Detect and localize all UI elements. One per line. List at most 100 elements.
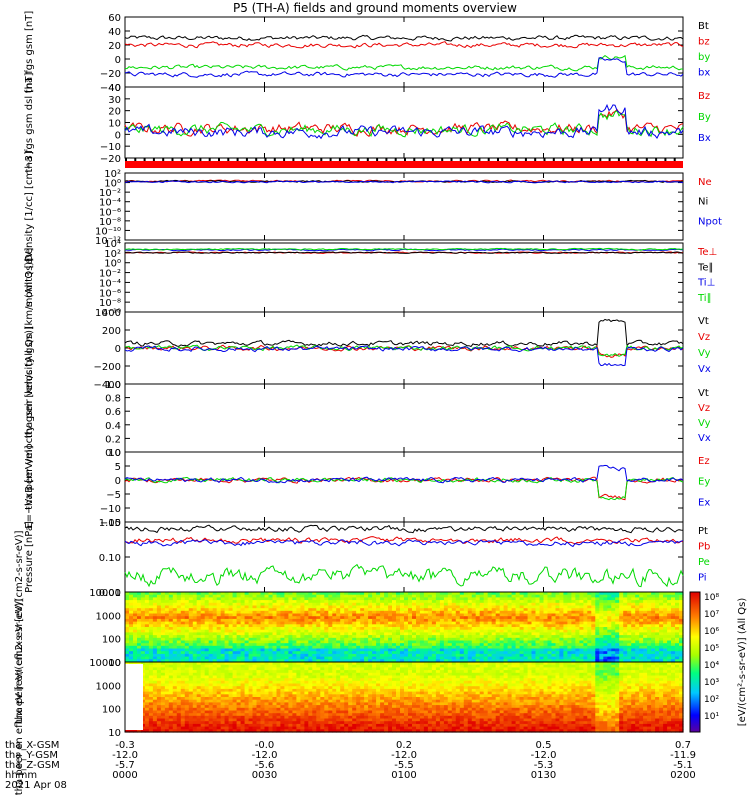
panel-9: tha peir en eflux eV [eV/(cm2-s-sr-eV)] 1… — [14, 530, 684, 724]
series-Ti∥ — [125, 247, 684, 251]
y-tick-label: 30 — [108, 95, 121, 106]
spectrogram — [125, 592, 684, 663]
y-tick-label: 0 — [115, 55, 121, 66]
panel-6: tha peer velocity gsm [km/s (All Qs)] 1.0… — [24, 326, 711, 510]
legend-Vy: Vy — [698, 348, 711, 359]
y-tick-label: 40 — [108, 27, 121, 38]
footer-value: 0200 — [670, 770, 695, 781]
footer-value: 0.7 — [675, 740, 691, 751]
footer-value: -5.1 — [673, 760, 693, 771]
y-tick-label: 10 — [108, 658, 121, 669]
y-tick-label: 10⁻⁴ — [99, 198, 121, 209]
y-tick-label: 0.8 — [105, 394, 121, 405]
legend-Vz: Vz — [698, 403, 710, 414]
y-tick-label: 100 — [102, 705, 121, 716]
footer-value: 0.5 — [536, 740, 552, 751]
flag-bar — [125, 161, 683, 168]
legend-Pi: Pi — [698, 573, 707, 584]
legend-Ez: Ez — [698, 456, 710, 467]
footer-row-label: tha_Y-GSM — [5, 750, 58, 761]
legend-Ti∥: Ti∥ — [697, 293, 712, 304]
y-tick-label: 10⁻² — [99, 269, 121, 280]
footer-value: -12.0 — [391, 750, 417, 761]
spectrogram — [125, 662, 684, 733]
y-tick-label: 10⁻⁸ — [99, 298, 121, 309]
panel-2: tha fgs gsm dsl [nT] 403020100−10−20BzByB… — [24, 72, 711, 172]
y-tick-label: −40 — [100, 83, 121, 94]
y-tick-label: 1.00 — [99, 518, 121, 529]
panel-ylabel: Density [1/cc] [cm−3] — [24, 151, 35, 262]
legend-Vt: Vt — [698, 388, 709, 399]
y-tick-label: 0.4 — [105, 421, 121, 432]
colorbar-tick: 10⁴ — [704, 661, 719, 671]
legend-bz: bz — [698, 37, 710, 48]
y-tick-label: −5 — [106, 490, 121, 501]
y-tick-label: 1.0 — [105, 380, 121, 391]
footer-value: -12.0 — [252, 750, 278, 761]
panel-ylabel: momt3 [eV] — [24, 247, 35, 307]
legend-Ey: Ey — [698, 477, 710, 488]
y-tick-label: −20 — [100, 69, 121, 80]
footer: tha_X-GSM -0.3 -0.0 0.2 0.5 0.7 tha_Y-GSM -12.0… — [5, 740, 696, 791]
series-Pi — [124, 539, 684, 548]
legend-by: by — [698, 52, 710, 63]
series-bz — [124, 41, 684, 49]
y-tick-label: 1000 — [96, 681, 121, 692]
footer-value: 0.2 — [396, 740, 412, 751]
footer-value: -5.5 — [394, 760, 414, 771]
y-tick-label: 400 — [102, 308, 121, 319]
legend-Te⊥: Te⊥ — [697, 247, 717, 258]
figure-title: P5 (TH-A) fields and ground moments over… — [233, 1, 517, 15]
series-Vt — [124, 318, 684, 348]
series-Npot — [124, 180, 684, 184]
y-tick-label: 10000 — [89, 588, 121, 599]
series-By — [124, 110, 684, 138]
colorbar-tick: 10¹ — [704, 712, 719, 722]
y-tick-label: 10 — [108, 119, 121, 130]
panel-1: tha fgs gsm [nT] 60 40 20 0 −20 −40 Bt bz by bx — [24, 11, 710, 94]
y-tick-label: 20 — [108, 41, 121, 52]
y-tick-label: 10⁻¹⁰ — [95, 308, 121, 319]
y-tick-label: 0 — [115, 130, 121, 141]
panel-3: Density [1/cc] [cm−3] 10²10⁰10⁻²10⁻⁴10⁻⁶1… — [24, 151, 722, 262]
footer-value: 0130 — [531, 770, 556, 781]
legend-Ti⊥: Ti⊥ — [697, 278, 715, 289]
colorbar-tick: 10⁷ — [704, 610, 719, 620]
panel-ylabel: tha fgs gsm dsl [nT] — [24, 72, 35, 172]
series-Te∥ — [124, 251, 684, 254]
y-tick-label: 10⁻⁴ — [99, 278, 121, 289]
panel-ylabel: tha fgs gsm [nT] — [24, 11, 35, 94]
footer-value: -12.0 — [531, 750, 557, 761]
colorbar-label: [eV/(cm²-s-sr-eV)] (All Qs) — [737, 598, 748, 727]
y-tick-label: 0.01 — [99, 588, 121, 599]
series-Pe — [124, 563, 684, 588]
footer-value: -5.3 — [534, 760, 554, 771]
y-tick-label: 10⁻¹² — [95, 236, 121, 247]
colorbar-tick: 10⁸ — [704, 593, 719, 603]
y-tick-label: −10 — [100, 142, 121, 153]
legend-bx: bx — [698, 68, 710, 79]
series-Vx — [124, 345, 684, 367]
y-tick-label: 10² — [104, 249, 121, 260]
y-tick-label: 10² — [104, 169, 121, 180]
legend-Vx: Vx — [698, 364, 711, 375]
y-tick-label: 60 — [108, 13, 121, 24]
footer-value: 0030 — [252, 770, 277, 781]
y-tick-label: 0.10 — [99, 553, 121, 564]
colorbar-tick: 10³ — [704, 678, 719, 688]
panel-ylabel: tha peer en eflux eV [eV/(cm2-s-sr-eV)] — [14, 599, 25, 796]
footer-value: -12.0 — [112, 750, 138, 761]
series-bx — [124, 56, 684, 78]
footer-date: 2021 Apr 08 — [5, 780, 67, 791]
legend-Pt: Pt — [698, 526, 708, 537]
legend-Bx: Bx — [698, 133, 711, 144]
y-tick-label: 200 — [102, 326, 121, 337]
y-tick-label: −20 — [100, 154, 121, 165]
legend-Vy: Vy — [698, 418, 711, 429]
panel-7: E=−VxB [mV/m] 10 5 0 −5 −10 −15 Ez Ey Ex — [24, 445, 710, 529]
footer-value: -0.3 — [115, 740, 135, 751]
y-tick-label: 10⁻⁸ — [99, 217, 121, 228]
footer-value: -0.0 — [255, 740, 275, 751]
y-tick-label: 1000 — [96, 611, 121, 622]
